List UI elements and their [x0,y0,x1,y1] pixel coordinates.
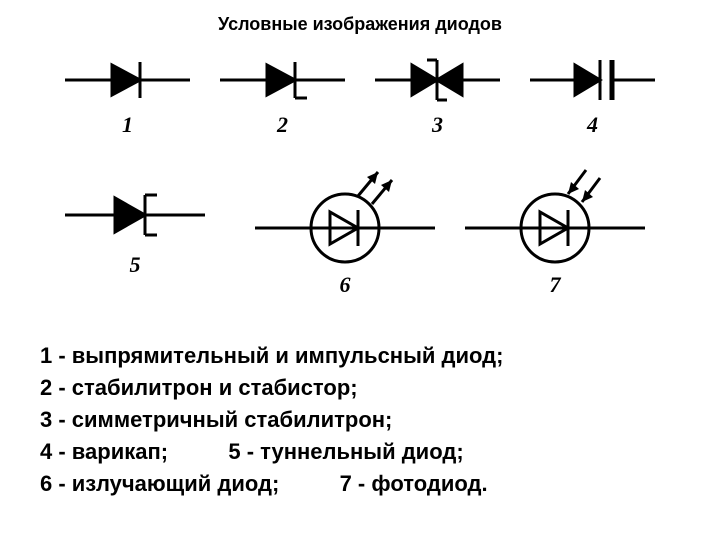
legend-line: 3 - симметричный стабилитрон; [40,404,680,436]
legend-text: 7 - фотодиод. [340,471,488,496]
varicap-icon [525,50,660,110]
symbol-number: 3 [370,112,505,138]
diode-symbols-diagram: 1 2 [60,50,660,310]
symbol-rectifier-diode: 1 [60,50,195,138]
legend-text: 3 - симметричный стабилитрон; [40,407,392,432]
symbol-number: 4 [525,112,660,138]
symbol-varicap: 4 [525,50,660,138]
symbol-zener: 2 [215,50,350,138]
symbol-symmetrical-zener: 3 [370,50,505,138]
legend-text: 4 - варикап; [40,439,168,464]
symmetrical-zener-icon [370,50,505,110]
legend-text: 5 - туннельный диод; [228,439,463,464]
tunnel-diode-icon [60,180,210,250]
symbol-number: 2 [215,112,350,138]
legend-line: 6 - излучающий диод; 7 - фотодиод. [40,468,680,500]
symbol-photodiode: 7 [460,160,650,298]
page: Условные изображения диодов 1 [0,0,720,540]
photodiode-icon [460,160,650,270]
symbol-number: 7 [460,272,650,298]
legend-line: 2 - стабилитрон и стабистор; [40,372,680,404]
zener-icon [215,50,350,110]
page-title: Условные изображения диодов [0,14,720,35]
symbol-led: 6 [250,160,440,298]
legend-line: 1 - выпрямительный и импульсный диод; [40,340,680,372]
symbol-tunnel-diode: 5 [60,180,210,278]
legend-text: 6 - излучающий диод; [40,471,279,496]
symbol-number: 1 [60,112,195,138]
symbol-number: 6 [250,272,440,298]
rectifier-diode-icon [60,50,195,110]
legend: 1 - выпрямительный и импульсный диод; 2 … [40,340,680,499]
legend-text: 1 - выпрямительный и импульсный диод; [40,343,503,368]
led-icon [250,160,440,270]
legend-text: 2 - стабилитрон и стабистор; [40,375,358,400]
legend-line: 4 - варикап; 5 - туннельный диод; [40,436,680,468]
symbol-number: 5 [60,252,210,278]
